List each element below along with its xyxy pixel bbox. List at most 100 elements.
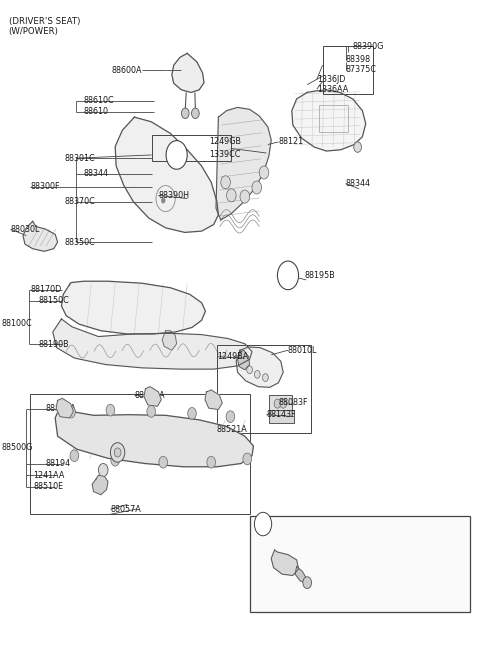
Text: 1241AA: 1241AA bbox=[34, 471, 65, 480]
Text: 1249GB: 1249GB bbox=[334, 581, 366, 590]
Circle shape bbox=[106, 404, 115, 416]
Text: 88195B: 88195B bbox=[305, 271, 336, 280]
Circle shape bbox=[274, 399, 281, 408]
Circle shape bbox=[70, 450, 79, 462]
Circle shape bbox=[240, 190, 250, 203]
Circle shape bbox=[161, 198, 165, 203]
Polygon shape bbox=[115, 117, 218, 232]
Polygon shape bbox=[162, 331, 177, 350]
Bar bbox=[269, 410, 294, 423]
Circle shape bbox=[280, 399, 287, 408]
Circle shape bbox=[192, 108, 199, 118]
Text: 88500G: 88500G bbox=[1, 443, 33, 452]
Text: 88030L: 88030L bbox=[11, 225, 40, 234]
Bar bbox=[217, 345, 311, 433]
Circle shape bbox=[252, 181, 262, 194]
Circle shape bbox=[98, 464, 108, 477]
Polygon shape bbox=[61, 281, 205, 334]
Circle shape bbox=[263, 374, 268, 381]
Text: 88194: 88194 bbox=[46, 459, 71, 468]
Circle shape bbox=[221, 176, 230, 189]
Circle shape bbox=[259, 166, 269, 179]
Bar bbox=[30, 394, 250, 514]
Text: 88170D: 88170D bbox=[30, 285, 61, 294]
Circle shape bbox=[226, 411, 235, 422]
Text: 1249GB: 1249GB bbox=[334, 581, 366, 590]
Bar bbox=[323, 46, 373, 94]
Bar bbox=[319, 105, 348, 132]
Text: 88190B: 88190B bbox=[38, 340, 69, 349]
Text: (DRIVER'S SEAT): (DRIVER'S SEAT) bbox=[9, 17, 80, 26]
Text: 88100C: 88100C bbox=[1, 319, 32, 328]
Text: 1339CC: 1339CC bbox=[209, 150, 240, 159]
Text: 1336AA: 1336AA bbox=[317, 85, 348, 94]
Text: 88344: 88344 bbox=[84, 169, 109, 178]
Text: 88143F: 88143F bbox=[266, 410, 296, 419]
Bar bbox=[152, 135, 231, 161]
Bar bbox=[250, 516, 470, 612]
Polygon shape bbox=[144, 387, 161, 406]
Bar bbox=[269, 395, 292, 411]
Circle shape bbox=[207, 456, 216, 468]
Circle shape bbox=[227, 189, 236, 202]
Circle shape bbox=[188, 408, 196, 419]
Text: 88398: 88398 bbox=[346, 55, 371, 64]
Circle shape bbox=[243, 453, 252, 465]
Text: 87375C: 87375C bbox=[346, 65, 377, 74]
Text: 88516C: 88516C bbox=[350, 566, 381, 575]
Circle shape bbox=[254, 370, 260, 378]
Polygon shape bbox=[92, 475, 108, 495]
Circle shape bbox=[181, 108, 189, 118]
Polygon shape bbox=[56, 398, 73, 418]
Circle shape bbox=[354, 142, 361, 152]
Text: 88610: 88610 bbox=[84, 107, 109, 117]
Circle shape bbox=[114, 448, 121, 457]
Text: 88521A: 88521A bbox=[217, 425, 248, 434]
Polygon shape bbox=[292, 90, 366, 151]
Text: 88610C: 88610C bbox=[84, 96, 115, 105]
Polygon shape bbox=[53, 319, 252, 369]
Text: 88010L: 88010L bbox=[288, 346, 317, 355]
Polygon shape bbox=[205, 390, 222, 409]
Text: 1249GB: 1249GB bbox=[209, 137, 241, 146]
Circle shape bbox=[303, 577, 312, 589]
Polygon shape bbox=[295, 566, 306, 583]
Text: 88300F: 88300F bbox=[30, 182, 60, 191]
Circle shape bbox=[166, 141, 187, 169]
Text: 88600A: 88600A bbox=[111, 66, 142, 75]
Circle shape bbox=[147, 406, 156, 417]
Text: 88067A: 88067A bbox=[134, 391, 165, 400]
Polygon shape bbox=[216, 107, 271, 220]
Polygon shape bbox=[172, 53, 204, 92]
Circle shape bbox=[111, 454, 120, 466]
Text: 88581A: 88581A bbox=[46, 404, 76, 413]
Text: 88350C: 88350C bbox=[65, 238, 96, 247]
Text: 88510E: 88510E bbox=[34, 482, 64, 492]
Circle shape bbox=[110, 443, 125, 462]
Text: a: a bbox=[286, 271, 290, 280]
Circle shape bbox=[277, 261, 299, 290]
Polygon shape bbox=[23, 221, 58, 251]
Circle shape bbox=[67, 406, 75, 418]
Polygon shape bbox=[236, 347, 283, 387]
Polygon shape bbox=[55, 404, 253, 467]
Text: 88301C: 88301C bbox=[65, 154, 96, 163]
Polygon shape bbox=[238, 350, 250, 370]
Text: 1336JD: 1336JD bbox=[317, 75, 345, 84]
Text: a: a bbox=[261, 519, 265, 529]
Text: 88390H: 88390H bbox=[158, 191, 190, 200]
Text: 88344: 88344 bbox=[346, 179, 371, 188]
Text: 88370C: 88370C bbox=[65, 197, 96, 206]
Text: 88083F: 88083F bbox=[278, 398, 308, 407]
Text: a: a bbox=[174, 150, 179, 159]
Circle shape bbox=[254, 512, 272, 536]
Polygon shape bbox=[271, 550, 299, 575]
Text: 88057A: 88057A bbox=[110, 505, 141, 514]
Circle shape bbox=[247, 366, 252, 374]
Text: (W/POWER): (W/POWER) bbox=[9, 27, 59, 36]
Text: 1249BA: 1249BA bbox=[217, 352, 248, 361]
Text: 88150C: 88150C bbox=[38, 296, 69, 305]
Circle shape bbox=[159, 456, 168, 468]
Text: 88390G: 88390G bbox=[353, 42, 384, 51]
Text: 88121: 88121 bbox=[278, 137, 303, 146]
